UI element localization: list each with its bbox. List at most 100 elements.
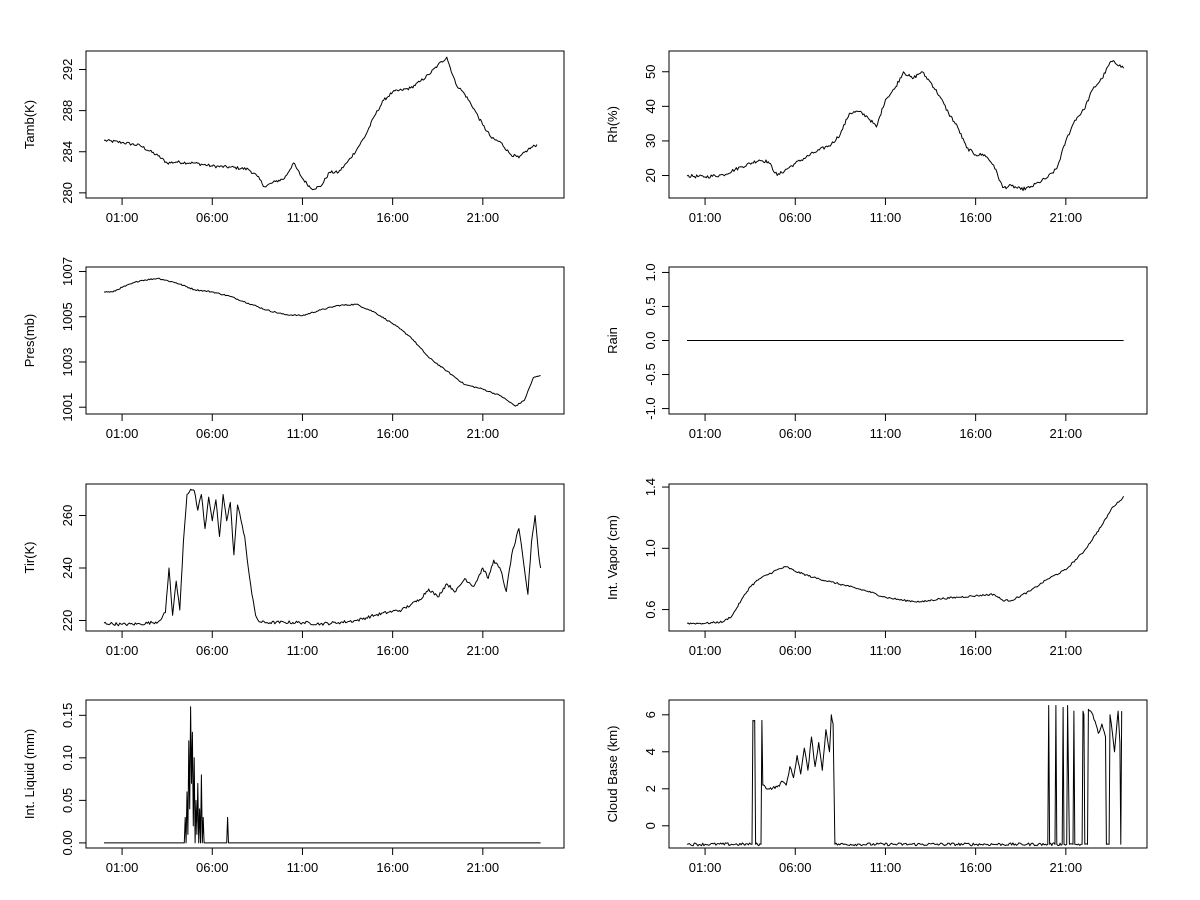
panel-rh: 01:00 06:00 11:00 16:00 21:00 20 30 40 50 Rh(%) [605, 50, 1148, 225]
series-line-cloud-base-km [686, 705, 1123, 847]
x-tick-label: 06:00 [196, 210, 229, 225]
x-tick-label: 21:00 [1050, 860, 1083, 875]
series-line-int-liquid-mm [104, 706, 541, 844]
y-tick-label: 4 [643, 748, 658, 755]
y-tick-label: 2 [643, 785, 658, 792]
x-tick-label: 11:00 [870, 210, 902, 225]
y-tick-label: 240 [60, 557, 75, 579]
panel-tir-k: 01:00 06:00 11:00 16:00 21:00 220 240 260 Tir(K) [22, 483, 565, 658]
y-tick-label: 0.05 [60, 788, 75, 813]
plot-frame [85, 699, 565, 849]
y-tick-label: 260 [60, 505, 75, 527]
x-tick-label: 21:00 [1050, 210, 1083, 225]
plot-frame [668, 50, 1148, 199]
x-tick-label: 21:00 [467, 426, 500, 441]
y-tick-label: 40 [643, 99, 658, 113]
y-tick-label: 292 [60, 59, 75, 81]
y-tick-label: 1003 [60, 348, 75, 377]
y-tick-label: 0 [643, 822, 658, 829]
series-line-pres-mb [103, 277, 541, 407]
x-tick-label: 11:00 [870, 643, 902, 658]
y-axis-label: Int. Vapor (cm) [605, 515, 620, 600]
y-tick-label: 6 [643, 711, 658, 718]
x-tick-label: 21:00 [467, 210, 500, 225]
x-tick-label: 06:00 [196, 426, 229, 441]
y-tick-label: 30 [643, 134, 658, 148]
series-line-tir-k [103, 488, 542, 627]
y-axis-label: Rain [605, 327, 620, 354]
x-tick-label: 01:00 [106, 643, 139, 658]
x-tick-label: 01:00 [689, 860, 722, 875]
y-tick-label: 0.6 [643, 601, 658, 619]
x-tick-label: 16:00 [376, 643, 409, 658]
y-tick-label: 1.0 [643, 263, 658, 281]
panel-rain: 01:00 06:00 11:00 16:00 21:00 -1.0 -0.5 0.0 0.5 1… [605, 263, 1148, 441]
y-tick-label: 0.00 [60, 830, 75, 855]
y-axis-label: Tir(K) [22, 541, 37, 573]
panel-tamb-k: 01:00 06:00 11:00 16:00 21:00 280 284 288 292 Tam… [22, 50, 565, 225]
y-axis-label: Tamb(K) [22, 100, 37, 149]
x-tick-label: 06:00 [196, 643, 229, 658]
y-tick-label: -0.5 [643, 363, 658, 385]
x-tick-label: 06:00 [779, 860, 812, 875]
x-tick-label: 16:00 [959, 860, 992, 875]
x-tick-label: 16:00 [376, 860, 409, 875]
y-axis-label: Cloud Base (km) [605, 726, 620, 823]
x-tick-label: 16:00 [959, 426, 992, 441]
x-tick-label: 11:00 [287, 643, 319, 658]
y-tick-label: 284 [60, 141, 75, 163]
x-tick-label: 11:00 [870, 860, 902, 875]
y-tick-label: 0.15 [60, 703, 75, 728]
y-tick-label: 288 [60, 100, 75, 122]
x-tick-label: 01:00 [689, 426, 722, 441]
x-tick-label: 11:00 [287, 426, 319, 441]
x-tick-label: 21:00 [467, 860, 500, 875]
plot-frame [85, 50, 565, 199]
y-tick-label: 1001 [60, 393, 75, 422]
x-tick-label: 06:00 [196, 860, 229, 875]
y-axis-label: Pres(mb) [22, 314, 37, 367]
y-tick-label: 0.10 [60, 745, 75, 770]
x-tick-label: 16:00 [959, 210, 992, 225]
x-tick-label: 16:00 [959, 643, 992, 658]
x-tick-label: 16:00 [376, 210, 409, 225]
x-tick-label: 06:00 [779, 426, 812, 441]
plot-frame [85, 266, 565, 415]
x-tick-label: 11:00 [870, 426, 902, 441]
series-line-int-vapor-cm [686, 496, 1125, 625]
y-tick-label: 1007 [60, 257, 75, 286]
y-tick-label: 1.0 [643, 539, 658, 557]
y-axis-label: Rh(%) [605, 106, 620, 143]
x-tick-label: 16:00 [376, 426, 409, 441]
x-tick-label: 01:00 [106, 860, 139, 875]
x-tick-label: 01:00 [689, 643, 722, 658]
plot-frame [668, 699, 1148, 849]
x-tick-label: 01:00 [689, 210, 722, 225]
y-axis-label: Int. Liquid (mm) [22, 729, 37, 819]
x-tick-label: 06:00 [779, 210, 812, 225]
x-tick-label: 21:00 [1050, 643, 1083, 658]
x-tick-label: 11:00 [287, 860, 319, 875]
x-tick-label: 06:00 [779, 643, 812, 658]
y-tick-label: 220 [60, 610, 75, 632]
y-tick-label: -1.0 [643, 397, 658, 419]
plot-frame [668, 483, 1148, 632]
y-tick-label: 0.5 [643, 297, 658, 315]
x-tick-label: 21:00 [1050, 426, 1083, 441]
series-line-tamb-k [103, 56, 538, 191]
x-tick-label: 21:00 [467, 643, 500, 658]
panel-cloud-base-km: 01:00 06:00 11:00 16:00 21:00 0 2 4 6 Cloud Base … [605, 699, 1148, 875]
plot-frame [85, 483, 565, 632]
x-tick-label: 11:00 [287, 210, 319, 225]
y-tick-label: 1005 [60, 302, 75, 331]
y-tick-label: 1.4 [643, 478, 658, 496]
x-tick-label: 01:00 [106, 210, 139, 225]
panel-pres-mb: 01:00 06:00 11:00 16:00 21:00 1001 1003 1005 100… [22, 257, 565, 441]
y-tick-label: 20 [643, 168, 658, 182]
x-tick-label: 01:00 [106, 426, 139, 441]
y-tick-label: 280 [60, 182, 75, 204]
panel-int-liquid-mm: 01:00 06:00 11:00 16:00 21:00 0.00 0.05 0.10 0.1… [22, 699, 565, 875]
y-tick-label: 50 [643, 65, 658, 79]
panel-int-vapor-cm: 01:00 06:00 11:00 16:00 21:00 0.6 1.0 1.4 Int. V… [605, 478, 1148, 658]
